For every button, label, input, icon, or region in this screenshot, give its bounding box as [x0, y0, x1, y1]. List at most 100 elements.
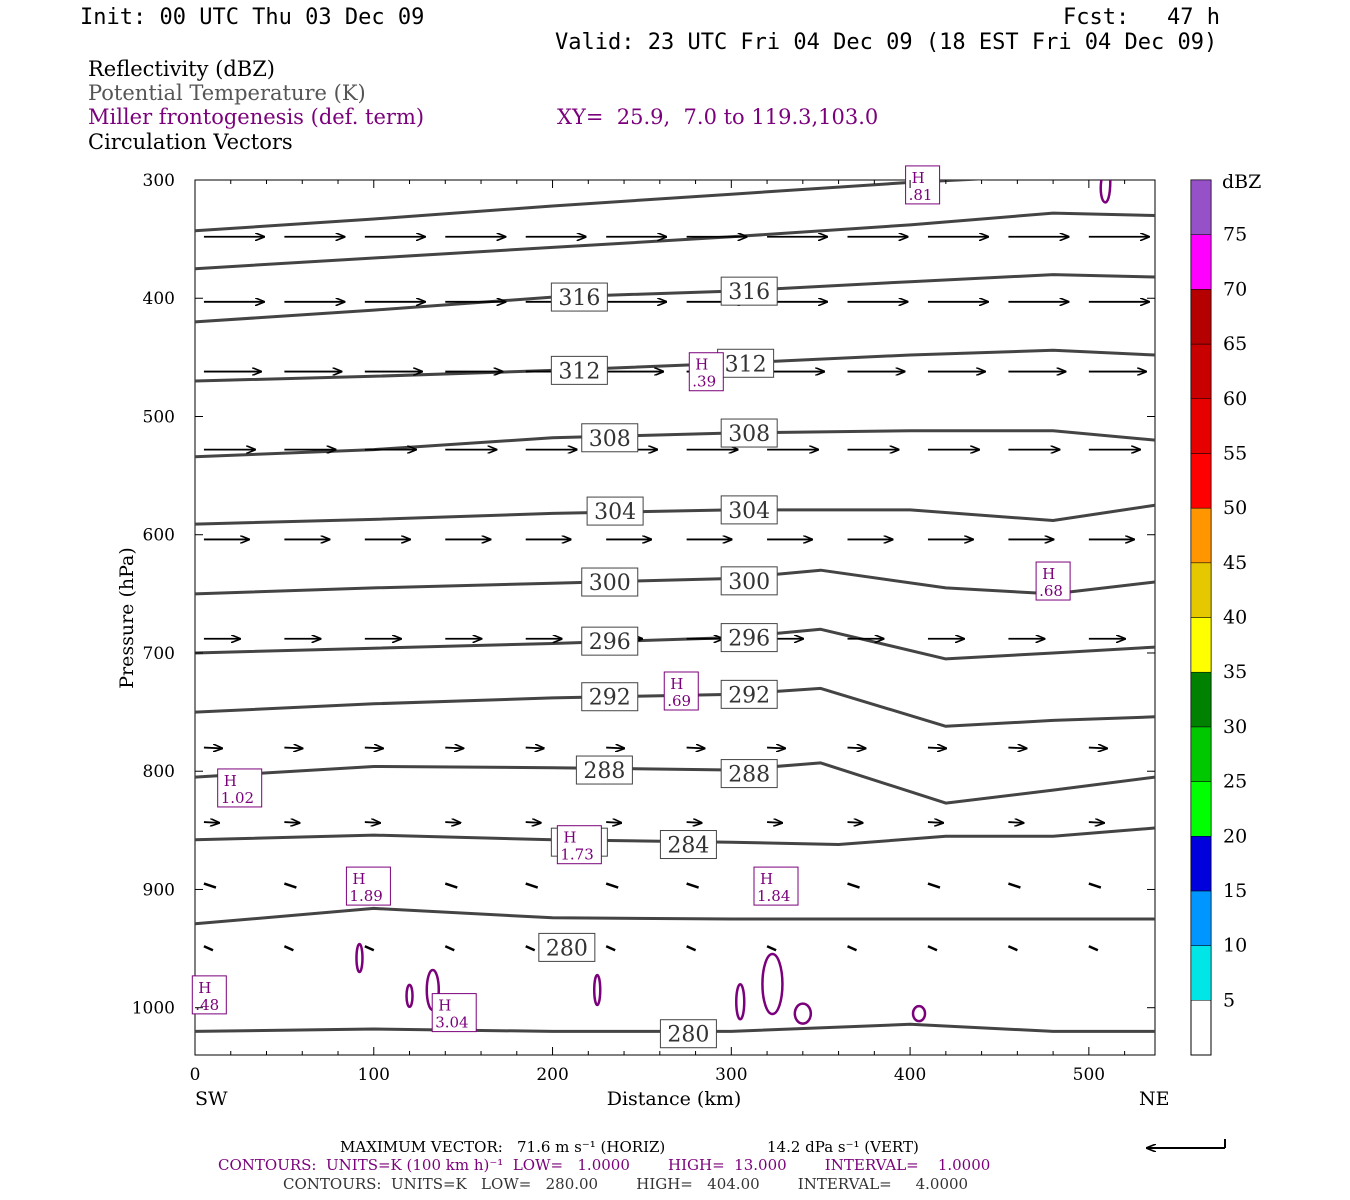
max-value: .69 [667, 692, 691, 710]
theta-label: 284 [667, 834, 709, 859]
theta-label: 304 [728, 499, 770, 524]
theta-label-box [720, 623, 778, 653]
frontogenesis-contour [735, 983, 746, 1021]
theta-label-box [581, 423, 639, 453]
theta-labels: 316 316 312 312 308 308 304 304 300 300 296 296 292 2… [538, 276, 778, 1049]
max-value: .48 [195, 996, 219, 1014]
circulation-vector [1088, 945, 1099, 952]
colorbar-swatch [1190, 453, 1212, 509]
x-axis-label: Distance (km) [607, 1088, 742, 1110]
circulation-vector [847, 748, 866, 749]
x-tick-label: 0 [190, 1065, 201, 1085]
theta-label-box [575, 755, 633, 785]
max-label: H [912, 169, 925, 187]
max-label: H [1042, 565, 1055, 583]
y-tick-label: 700 [143, 644, 175, 664]
colorbar-units: dBZ [1222, 171, 1261, 193]
circulation-vector [847, 882, 860, 889]
circulation-vector [1008, 822, 1023, 823]
theta-label: 296 [728, 627, 770, 652]
theta-label-box [550, 282, 608, 312]
circulation-vector [606, 822, 621, 823]
x-tick-label: 100 [358, 1065, 390, 1085]
theta-label-box [659, 830, 717, 860]
circulation-vector [847, 822, 863, 823]
max-box [753, 866, 799, 906]
x-tick-label: 200 [536, 1065, 568, 1085]
y-tick-label: 300 [143, 171, 175, 191]
theta-label: 280 [546, 936, 588, 961]
colorbar-label: 5 [1223, 989, 1235, 1011]
theta-label-box [581, 626, 639, 656]
colorbar-swatch [1190, 289, 1212, 345]
theta-label-box [720, 759, 778, 789]
colorbar-label: 75 [1223, 224, 1247, 246]
max-box [688, 352, 724, 392]
max-box [1035, 561, 1071, 601]
colorbar-swatch [1190, 179, 1212, 235]
circulation-vector [284, 822, 299, 823]
theta-label-box [717, 348, 775, 378]
max-label: H [670, 675, 683, 693]
circulation-vector [927, 945, 938, 952]
max-box [663, 671, 699, 711]
theta-contour [195, 1022, 1155, 1033]
circulation-vector [927, 822, 943, 823]
left-endpoint-label: SW [195, 1088, 228, 1110]
circulation-vector [444, 945, 455, 952]
circulation-vector [686, 822, 702, 823]
max-label: H [563, 829, 576, 847]
colorbar-label: 25 [1223, 771, 1247, 793]
circulation-vector [364, 945, 375, 952]
colorbar-swatch [1190, 781, 1212, 837]
colorbar-label: 55 [1223, 442, 1247, 464]
frontogenesis-maxima: H.81H.39H.68H.69H1.02H1.73H1.89H1.84H.48… [191, 165, 1071, 1033]
theta-label: 312 [725, 352, 767, 377]
theta-label-box [720, 495, 778, 525]
max-label: H [224, 772, 237, 790]
circulation-vector [1088, 822, 1104, 823]
cross-section-endpoints: XY= 25.9, 7.0 to 119.3,103.0 [557, 105, 879, 129]
theta-label: 316 [558, 286, 600, 311]
colorbar-swatch [1190, 671, 1212, 728]
circulation-vector [1088, 882, 1102, 889]
frontogenesis-contour [405, 983, 414, 1009]
y-tick-label: 400 [143, 289, 175, 309]
valid-time: Valid: 23 UTC Fri 04 Dec 09 (18 EST Fri … [555, 30, 1218, 55]
circulation-vector [203, 945, 214, 952]
colorbar-swatch [1190, 398, 1212, 454]
theta-label-box [720, 679, 778, 709]
max-label: H [198, 979, 211, 997]
colorbar-label: 15 [1223, 880, 1247, 902]
max-value: .39 [692, 373, 716, 391]
forecast-label: Fcst: [1063, 5, 1130, 30]
theta-label: 288 [583, 759, 625, 784]
colorbar-label: 35 [1223, 661, 1247, 683]
frontogenesis-contour [355, 942, 364, 974]
circulation-vector [203, 748, 222, 749]
theta-label: 304 [594, 500, 636, 525]
circulation-vector [203, 882, 217, 889]
colorbar-label: 45 [1223, 552, 1247, 574]
circulation-vector [1088, 748, 1107, 749]
max-box [217, 768, 263, 808]
max-vector-vert: 14.2 dPa s⁻¹ (VERT) [767, 1138, 919, 1156]
contours-frontogenesis-info: CONTOURS: UNITS=K (100 km h)⁻¹ LOW= 1.00… [218, 1156, 991, 1174]
theta-contour [195, 826, 1155, 846]
init-time: Init: 00 UTC Thu 03 Dec 09 [80, 5, 425, 30]
circulation-vector [686, 748, 705, 749]
circulation-vector [525, 822, 541, 823]
circulation-vector [1008, 882, 1021, 889]
colorbar-label: 10 [1223, 935, 1247, 957]
circulation-vector [605, 945, 616, 952]
x-tick-label: 400 [894, 1065, 926, 1085]
colorbar-label: 40 [1223, 607, 1247, 629]
forecast-hour: 47 h [1167, 5, 1220, 30]
colorbar-swatch [1190, 507, 1212, 564]
circulation-vector [525, 882, 539, 889]
y-tick-label: 600 [143, 526, 175, 546]
max-label: H [760, 870, 773, 888]
y-tick-label: 800 [143, 762, 175, 782]
field-miller: Miller frontogenesis (def. term) [88, 105, 425, 129]
max-value: .68 [1039, 582, 1063, 600]
